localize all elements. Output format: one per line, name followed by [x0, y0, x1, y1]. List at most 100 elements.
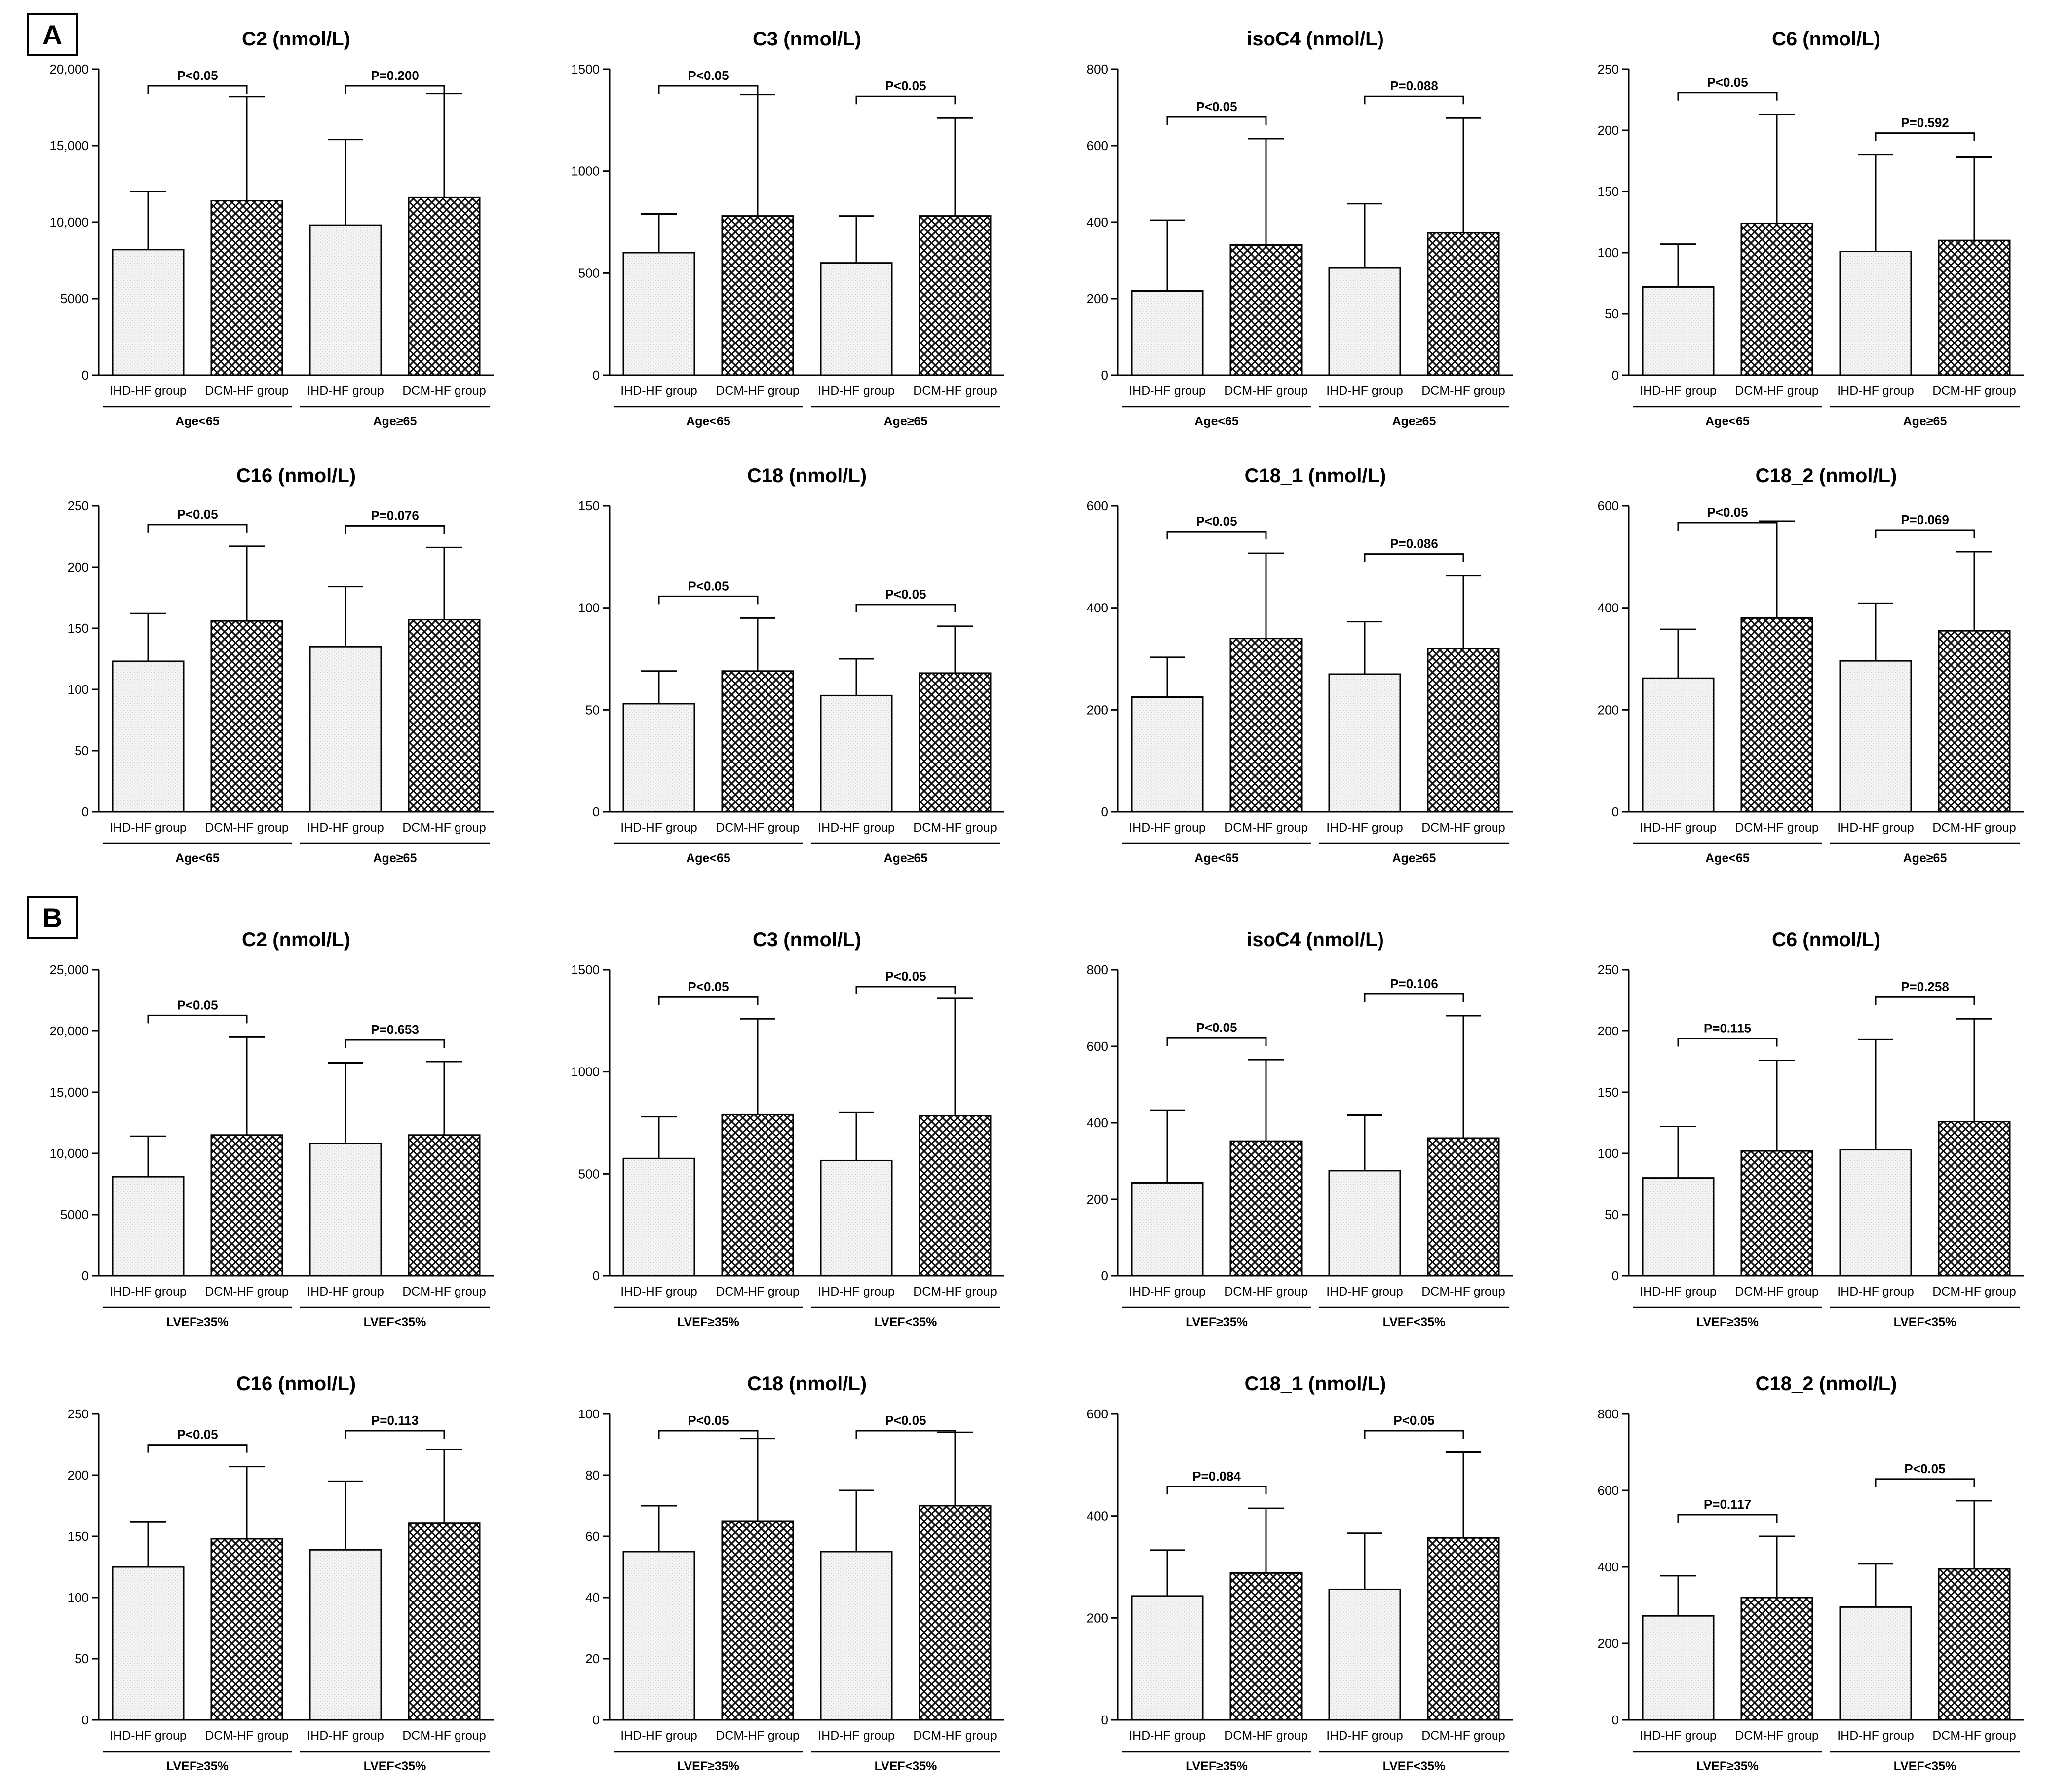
x-tick-label: DCM-HF group: [1224, 821, 1307, 835]
p-value-label: P<0.05: [1196, 1020, 1237, 1035]
x-tick-label: DCM-HF group: [1735, 821, 1818, 835]
significance-bracket: [855, 95, 956, 105]
x-tick-label: DCM-HF group: [716, 384, 799, 398]
bar-dcm-hf: [1938, 630, 2011, 813]
y-tick-label: 200: [1087, 1192, 1108, 1207]
p-value-label: P<0.05: [688, 578, 729, 593]
x-tick-label: DCM-HF group: [716, 1729, 799, 1743]
subgroup-label: LVEF≥35%: [1696, 1759, 1759, 1773]
bar-ihd-hf: [309, 1143, 382, 1277]
x-tick-label: IHD-HF group: [1837, 384, 1914, 398]
y-tick-label: 0: [593, 1713, 600, 1727]
chart-title: C16 (nmol/L): [236, 1373, 356, 1395]
significance-bracket: [1875, 1478, 1975, 1487]
x-tick-label: DCM-HF group: [913, 1285, 997, 1298]
x-tick-label: IHD-HF group: [1640, 384, 1717, 398]
chart-a-2: C3 (nmol/L) 0 500 1000 1500 IHD-HF group DCM-H…: [571, 28, 1004, 428]
x-tick-label: IHD-HF group: [307, 1729, 384, 1743]
y-tick-label: 400: [1598, 1560, 1619, 1574]
y-tick-label: 200: [1087, 1610, 1108, 1625]
x-tick-label: DCM-HF group: [913, 1729, 997, 1743]
chart-b-1: C2 (nmol/L) 0 5000 10,000 15,000 20,000 25,000…: [49, 929, 494, 1329]
subgroup-label: LVEF<35%: [364, 1759, 426, 1773]
y-tick-label: 0: [82, 1268, 89, 1283]
bar-dcm-hf: [721, 1113, 794, 1277]
subgroup-label: Age≥65: [884, 851, 928, 865]
subgroup-label: Age≥65: [1903, 851, 1947, 865]
x-tick-label: IHD-HF group: [307, 821, 384, 835]
p-value-label: P<0.05: [688, 979, 729, 994]
x-tick-label: IHD-HF group: [1837, 821, 1914, 835]
bar-dcm-hf: [1740, 1150, 1813, 1277]
bar-dcm-hf: [1427, 1537, 1500, 1721]
subgroup-label: LVEF≥35%: [1696, 1315, 1759, 1329]
significance-bracket: [855, 1430, 956, 1439]
chart-title: C2 (nmol/L): [242, 28, 350, 50]
x-tick-label: DCM-HF group: [402, 1729, 486, 1743]
p-value-label: P<0.05: [885, 78, 926, 93]
x-tick-label: DCM-HF group: [1224, 1729, 1307, 1743]
y-tick-label: 1000: [571, 1065, 600, 1079]
y-tick-label: 40: [585, 1590, 600, 1605]
y-tick-label: 400: [1087, 601, 1108, 615]
x-tick-label: DCM-HF group: [716, 821, 799, 835]
significance-bracket: [345, 85, 445, 94]
p-value-label: P=0.200: [371, 68, 419, 83]
x-tick-label: IHD-HF group: [110, 1285, 187, 1298]
y-tick-label: 5000: [60, 1207, 89, 1222]
panel-label-b-text: B: [42, 902, 62, 933]
y-tick-label: 150: [68, 621, 89, 636]
x-tick-label: DCM-HF group: [716, 1285, 799, 1298]
significance-bracket: [855, 604, 956, 612]
bar-dcm-hf: [1740, 617, 1813, 813]
y-tick-label: 400: [1087, 1115, 1108, 1130]
significance-bracket: [147, 1444, 248, 1453]
x-tick-label: IHD-HF group: [1640, 821, 1717, 835]
subgroup-label: LVEF<35%: [1383, 1759, 1446, 1773]
significance-bracket: [1364, 95, 1464, 105]
significance-bracket: [1364, 1430, 1464, 1439]
y-tick-label: 0: [593, 368, 600, 382]
y-tick-label: 400: [1598, 601, 1619, 615]
x-tick-label: DCM-HF group: [1932, 1285, 2016, 1298]
y-tick-label: 250: [68, 1407, 89, 1421]
y-tick-label: 100: [1598, 1146, 1619, 1161]
bar-ihd-hf: [1839, 660, 1912, 813]
y-tick-label: 10,000: [49, 215, 89, 229]
y-tick-label: 0: [1612, 804, 1619, 819]
subgroup-label: Age<65: [175, 415, 220, 428]
x-tick-label: DCM-HF group: [1735, 1285, 1818, 1298]
x-tick-label: DCM-HF group: [1932, 821, 2016, 835]
x-tick-label: IHD-HF group: [1129, 1285, 1206, 1298]
y-tick-label: 400: [1087, 215, 1108, 229]
subgroup-label: Age≥65: [1392, 851, 1436, 865]
chart-title: isoC4 (nmol/L): [1247, 929, 1384, 951]
bar-dcm-hf: [919, 215, 992, 376]
y-tick-label: 80: [585, 1468, 600, 1483]
significance-bracket: [658, 996, 759, 1005]
chart-title: C16 (nmol/L): [236, 465, 356, 487]
p-value-label: P=0.592: [1901, 115, 1949, 130]
y-tick-label: 1000: [571, 164, 600, 179]
bar-dcm-hf: [721, 215, 794, 376]
p-value-label: P<0.05: [1393, 1413, 1434, 1428]
significance-bracket: [1875, 529, 1975, 538]
bar-ihd-hf: [622, 1551, 695, 1721]
y-tick-label: 1500: [571, 62, 600, 76]
bar-dcm-hf: [408, 196, 481, 376]
x-tick-label: IHD-HF group: [818, 1729, 895, 1743]
bar-ihd-hf: [1839, 251, 1912, 376]
bar-dcm-hf: [721, 670, 794, 813]
p-value-label: P<0.05: [688, 68, 729, 83]
p-value-label: P<0.05: [177, 1427, 218, 1442]
y-tick-label: 0: [82, 804, 89, 819]
bar-ihd-hf: [1131, 696, 1204, 813]
bar-ihd-hf: [1131, 1182, 1204, 1277]
chart-title: C18_1 (nmol/L): [1245, 465, 1386, 487]
y-tick-label: 15,000: [49, 1085, 89, 1100]
chart-title: C3 (nmol/L): [753, 28, 861, 50]
p-value-label: P<0.05: [1196, 99, 1237, 114]
significance-bracket: [1677, 92, 1778, 101]
p-value-label: P<0.05: [1904, 1461, 1945, 1476]
x-tick-label: IHD-HF group: [1326, 1729, 1403, 1743]
